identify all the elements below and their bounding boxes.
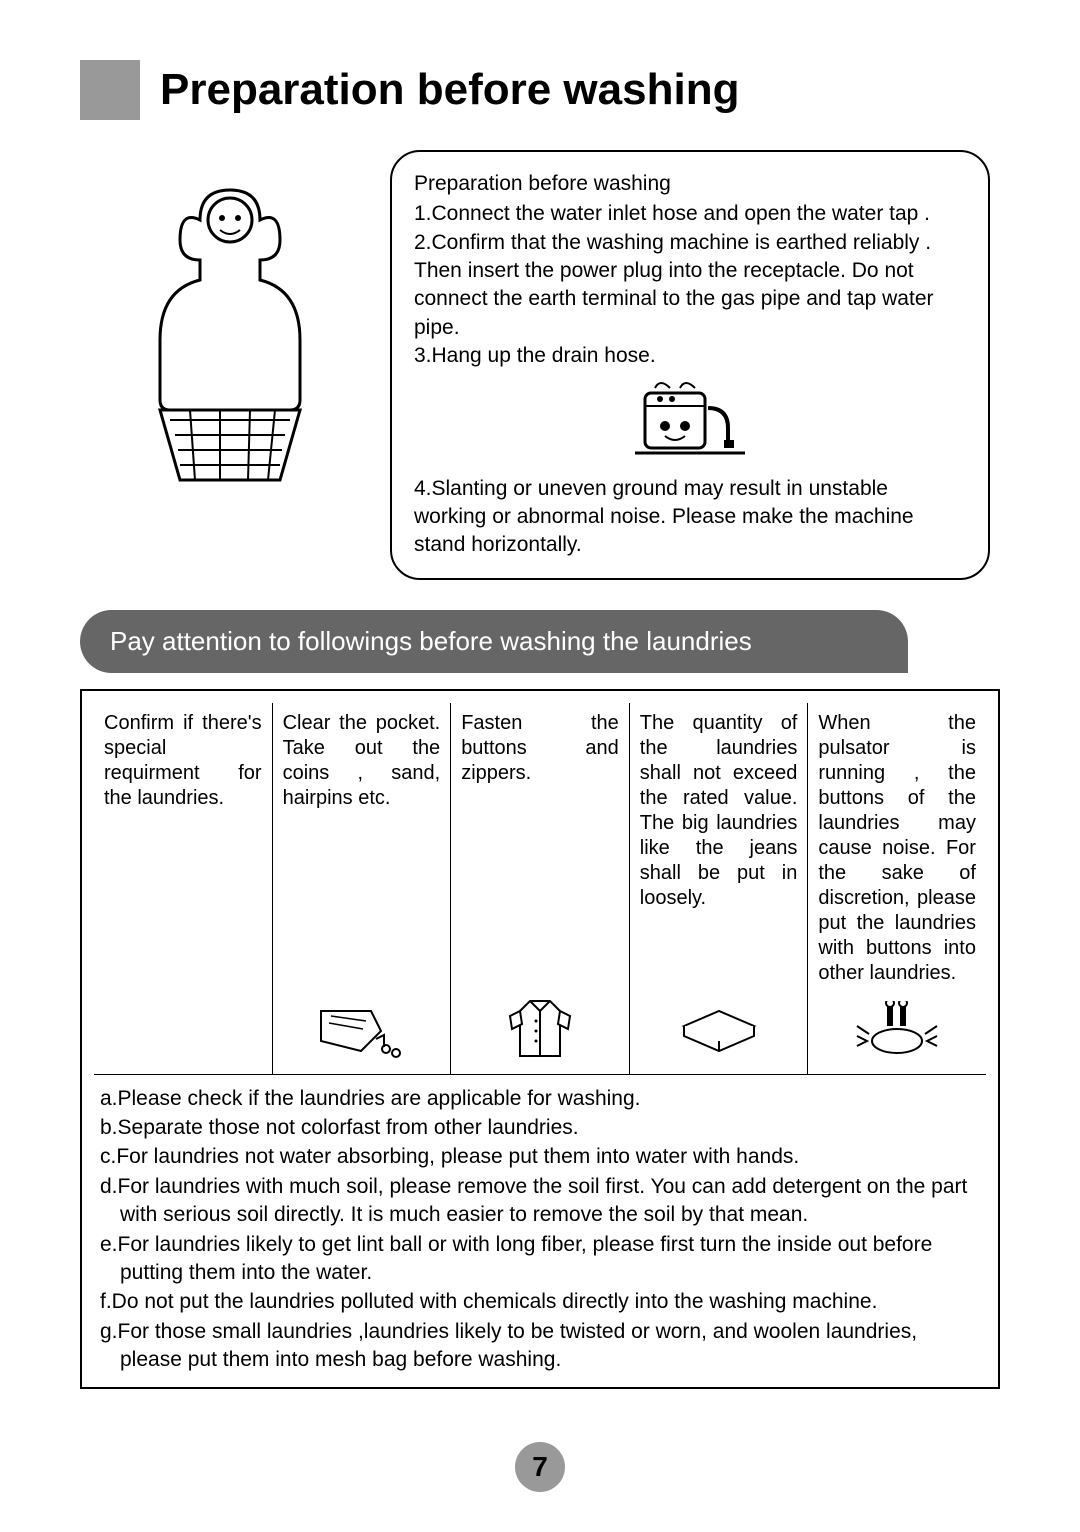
col2-text: Clear the pocket. Take out the coins , s… [283,711,441,811]
note-f: f.Do not put the laundries polluted with… [100,1288,980,1316]
attention-box: Confirm if there's special requirment fo… [80,689,1000,1389]
header-row: Preparation before washing [80,60,1000,120]
note-c: c.For laundries not water absorbing, ple… [100,1143,980,1171]
empty-icon [104,996,262,1066]
prep-item-2: 2.Confirm that the washing machine is ea… [414,229,966,342]
prep-item-3: 3.Hang up the drain hose. [414,342,966,370]
banner-text: Pay attention to followings before washi… [110,626,752,656]
page-number-value: 7 [532,1451,548,1483]
prep-item-4: 4.Slanting or uneven ground may result i… [414,475,966,560]
note-e: e.For laundries likely to get lint ball … [100,1231,980,1288]
header-block-icon [80,60,140,120]
note-b: b.Separate those not colorfast from othe… [100,1114,980,1142]
note-d: d.For laundries with much soil, please r… [100,1173,980,1230]
attention-banner: Pay attention to followings before washi… [80,610,908,673]
woman-laundry-illustration [90,150,370,500]
pulsator-noise-icon [818,996,976,1066]
col1-text: Confirm if there's special requirment fo… [104,711,262,811]
note-g: g.For those small laundries ,laundries l… [100,1318,980,1375]
col5-text: When the pulsator is running , the butto… [818,711,976,986]
prep-heading: Preparation before washing [414,170,966,198]
column-4: The quantity of the laundries shall not … [630,703,809,1074]
column-3: Fasten the buttons and zippers. [451,703,630,1074]
washing-machine-icon [414,378,966,466]
attention-columns: Confirm if there's special requirment fo… [94,703,986,1075]
note-a: a.Please check if the laundries are appl… [100,1085,980,1113]
shirt-zipper-icon [461,996,619,1066]
pocket-coins-icon [283,996,441,1066]
column-2: Clear the pocket. Take out the coins , s… [273,703,452,1074]
page-title: Preparation before washing [160,65,739,115]
folded-laundry-icon [640,996,798,1066]
preparation-box: Preparation before washing 1.Connect the… [390,150,990,580]
page-number: 7 [515,1442,565,1492]
col4-text: The quantity of the laundries shall not … [640,711,798,911]
column-1: Confirm if there's special requirment fo… [94,703,273,1074]
notes-list: a.Please check if the laundries are appl… [94,1085,986,1374]
column-5: When the pulsator is running , the butto… [808,703,986,1074]
upper-section: Preparation before washing 1.Connect the… [80,150,1000,580]
col3-text: Fasten the buttons and zippers. [461,711,619,786]
prep-item-1: 1.Connect the water inlet hose and open … [414,200,966,228]
